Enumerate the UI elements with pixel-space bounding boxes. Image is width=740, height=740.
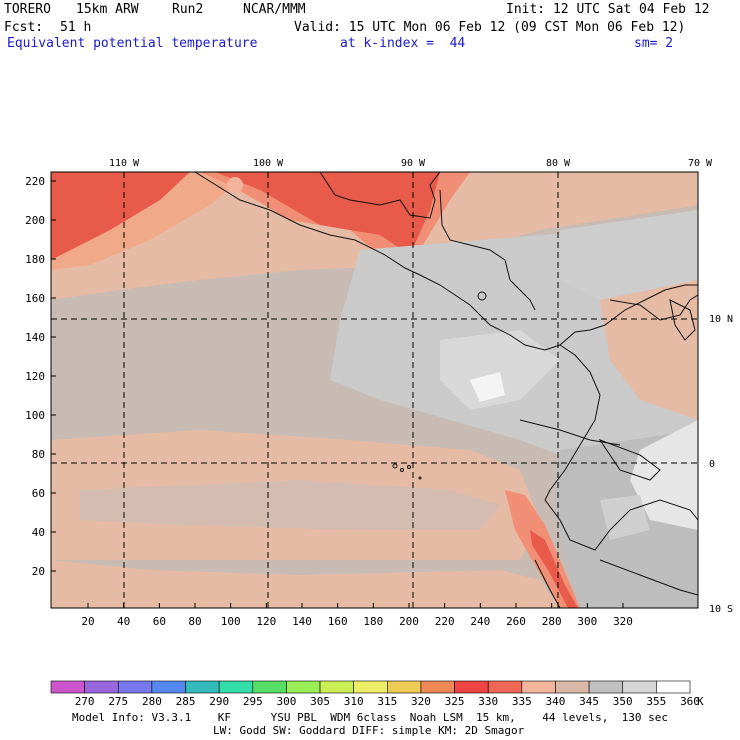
x-tick-label: 260 — [506, 615, 526, 628]
colorbar-swatch — [521, 680, 556, 694]
colorbar-label: 355 — [646, 695, 666, 708]
latitude-label: 10 N — [709, 314, 733, 325]
header-valid: Valid: 15 UTC Mon 06 Feb 12 (09 CST Mon … — [294, 20, 686, 35]
x-tick-label: 180 — [363, 615, 383, 628]
y-tick-label: 40 — [32, 526, 45, 539]
x-tick-label: 60 — [153, 615, 166, 628]
colorbar-swatch — [555, 680, 590, 694]
longitude-label: 90 W — [401, 158, 426, 169]
x-tick-label: 200 — [399, 615, 419, 628]
colorbar-label: 280 — [142, 695, 162, 708]
plot-frame — [50, 171, 699, 609]
x-tick-label: 300 — [577, 615, 597, 628]
x-tick-label: 100 — [221, 615, 241, 628]
colorbar-swatch — [387, 680, 422, 694]
colorbar-swatch — [84, 680, 119, 694]
y-tick-label: 200 — [25, 214, 45, 227]
latitude-label: 10 S — [709, 604, 733, 615]
colorbar-swatch — [353, 680, 388, 694]
model-info-line1: Model Info: V3.3.1 KF YSU PBL WDM 6class… — [72, 711, 669, 724]
header-run: Run2 — [172, 2, 204, 17]
colorbar-label: 270 — [75, 695, 95, 708]
smoothing-info: sm= 2 — [634, 36, 674, 51]
colorbar-swatch — [117, 680, 153, 694]
x-tick-label: 140 — [292, 615, 312, 628]
colorbar-label: 345 — [579, 695, 599, 708]
longitude-labels: 110 W 100 W 90 W 80 W 70 W — [109, 158, 713, 169]
model-info-line2: LW: Godd SW: Goddard DIFF: simple KM: 2D… — [213, 724, 525, 737]
colorbar-label: 325 — [445, 695, 465, 708]
latitude-label: 0 — [709, 459, 715, 470]
y-axis: 20 40 60 80 100 120 140 160 180 200 220 — [25, 175, 56, 578]
longitude-label: 100 W — [253, 158, 284, 169]
colorbar-swatch — [218, 680, 254, 694]
colorbar-swatch — [319, 680, 354, 694]
field-shading — [51, 172, 698, 608]
colorbar-swatch — [656, 680, 691, 694]
y-tick-label: 120 — [25, 370, 45, 383]
y-tick-label: 140 — [25, 331, 45, 344]
colorbar-label: 335 — [512, 695, 532, 708]
colorbar-label: 330 — [478, 695, 498, 708]
colorbar-swatch — [50, 680, 85, 694]
colorbar-label: 340 — [546, 695, 566, 708]
colorbar-label: 295 — [243, 695, 263, 708]
colorbar-label: 315 — [377, 695, 397, 708]
y-tick-label: 20 — [32, 565, 45, 578]
header-init: Init: 12 UTC Sat 04 Feb 12 — [506, 2, 710, 17]
x-tick-label: 120 — [256, 615, 276, 628]
x-tick-label: 80 — [188, 615, 201, 628]
colorbar-swatch — [185, 680, 220, 694]
longitude-label: 110 W — [109, 158, 140, 169]
colorbar-swatch — [252, 680, 287, 694]
x-tick-label: 240 — [470, 615, 490, 628]
y-tick-label: 60 — [32, 487, 45, 500]
colorbar-swatch — [487, 680, 523, 694]
colorbar-label: 360 — [680, 695, 700, 708]
colorbar-label: 310 — [344, 695, 364, 708]
y-tick-label: 180 — [25, 253, 45, 266]
colorbar-label: 350 — [613, 695, 633, 708]
header-fcst-value: 51 h — [60, 20, 92, 35]
colorbar-swatch — [454, 680, 489, 694]
x-tick-label: 280 — [542, 615, 562, 628]
field-title: Equivalent potential temperature — [7, 36, 258, 51]
colorbar-swatch — [286, 680, 321, 694]
colorbar-swatch — [588, 680, 624, 694]
x-axis: 20 40 60 80 100 120 140 160 180 200 220 240 260 280 30… — [81, 603, 633, 628]
colorbar-label: 290 — [209, 695, 229, 708]
colorbar-swatch — [420, 680, 455, 694]
header-resolution: 15km ARW — [76, 2, 139, 17]
y-tick-label: 100 — [25, 409, 45, 422]
header-model: TORERO — [4, 2, 51, 17]
y-tick-label: 80 — [32, 448, 45, 461]
colorbar-swatch — [151, 680, 186, 694]
colorbar-label: 285 — [176, 695, 196, 708]
longitude-label: 70 W — [688, 158, 713, 169]
x-tick-label: 320 — [613, 615, 633, 628]
x-tick-label: 20 — [81, 615, 94, 628]
colorbar-label: 275 — [108, 695, 128, 708]
latitude-labels: 10 N 0 10 S — [709, 314, 733, 615]
colorbar-unit: K — [697, 695, 704, 708]
colorbar-label: 320 — [411, 695, 431, 708]
header-center: NCAR/MMM — [243, 2, 306, 17]
x-tick-label: 160 — [328, 615, 348, 628]
y-tick-label: 220 — [25, 175, 45, 188]
colorbar-swatch — [622, 680, 657, 694]
level-info: at k-index = 44 — [340, 36, 466, 51]
longitude-label: 80 W — [546, 158, 571, 169]
x-tick-label: 220 — [435, 615, 455, 628]
colorbar-label: 300 — [276, 695, 296, 708]
y-tick-label: 160 — [25, 292, 45, 305]
colorbar: 270 275 280 285 290 295 300 305 310 315 320 325 330 3… — [50, 680, 704, 708]
header-fcst-label: Fcst: — [4, 20, 44, 35]
x-tick-label: 40 — [117, 615, 130, 628]
colorbar-label: 305 — [310, 695, 330, 708]
